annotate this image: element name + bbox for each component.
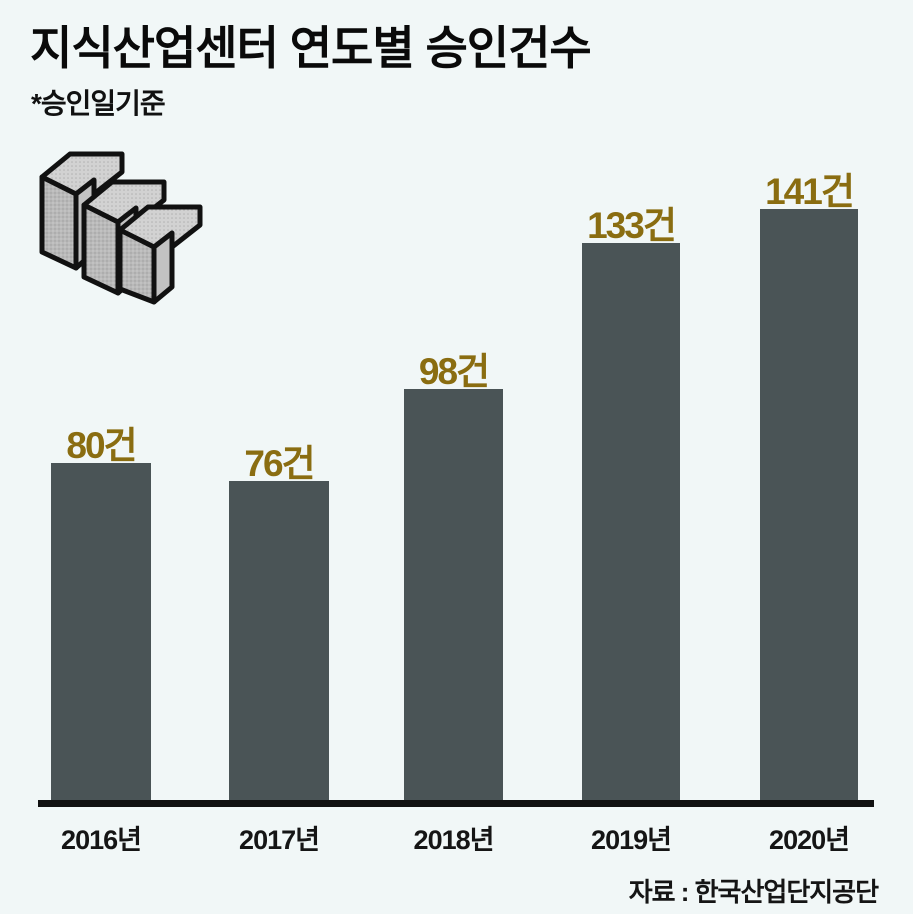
bar-group: 98건 [404,351,503,802]
page-title: 지식산업센터 연도별 승인건수 [30,22,592,74]
three-buildings-icon [30,132,210,307]
bar-value-label: 133건 [587,205,677,246]
bar-rect [760,209,858,802]
bar-rect [404,389,503,802]
bar-group: 141건 [760,171,858,802]
x-axis-tick-label: 2017년 [239,825,320,855]
bar-group: 133건 [582,205,680,802]
bar-value-label: 80건 [66,425,137,466]
bar-rect [582,243,680,802]
bar-value-label: 76건 [244,443,315,484]
x-axis-tick-label: 2020년 [769,825,850,855]
x-axis-tick-label: 2018년 [413,825,495,855]
bar-rect [229,481,329,802]
x-axis-baseline [38,800,874,807]
bar-group: 76건 [229,443,329,802]
x-axis-tick-label: 2016년 [61,825,142,855]
x-axis-tick-label: 2019년 [591,825,672,855]
chart-subtitle-note: *승인일기준 [31,88,166,119]
bar-value-label: 141건 [765,171,855,212]
source-attribution: 자료 : 한국산업단지공단 [628,877,879,907]
bar-group: 80건 [51,425,151,802]
bar-rect [51,463,151,802]
bar-value-label: 98건 [418,351,490,392]
